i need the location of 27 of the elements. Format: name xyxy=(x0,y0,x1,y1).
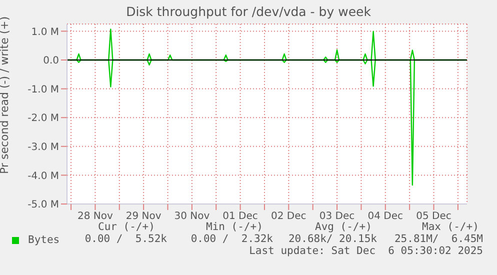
x-tick-label: 28 Nov xyxy=(78,211,114,222)
x-tick-label: 02 Dec xyxy=(271,211,306,222)
text: 25.81M/ 6.45M xyxy=(394,233,483,245)
text: 20.68k/ 20.15k xyxy=(288,233,377,245)
text: 0.00 / 5.52k xyxy=(84,233,167,245)
text: Avg (-/+) xyxy=(315,221,372,233)
y-tick-label: -2.0 M xyxy=(28,113,59,124)
text: Min (-/+) xyxy=(206,221,263,233)
text: 0.00 / 2.32k xyxy=(190,233,273,245)
y-tick-label: -1.0 M xyxy=(28,84,59,96)
y-tick-label: 1.0 M xyxy=(31,26,59,38)
text: Max (-/+) xyxy=(422,221,479,233)
y-tick-label: 0.0 xyxy=(43,56,59,67)
text: Cur (-/+) xyxy=(98,221,155,233)
y-axis-title: Pr second read (-) / write (+) xyxy=(0,16,11,174)
chart-title: Disk throughput for /dev/vda - by week xyxy=(126,4,371,19)
y-tick-label: -4.0 M xyxy=(28,170,59,182)
text: Last update: Sat Dec 6 05:30:02 2025 xyxy=(249,245,483,257)
y-tick-label: -5.0 M xyxy=(28,200,59,211)
x-tick-label: 30 Nov xyxy=(174,211,210,222)
x-tick-label: 05 Dec xyxy=(416,211,452,222)
legend-label: Bytes xyxy=(28,234,60,246)
y-tick-label: -3.0 M xyxy=(28,142,59,153)
x-tick-label: 03 Dec xyxy=(319,211,355,222)
x-tick-label: 04 Dec xyxy=(368,211,404,222)
x-tick-label: 29 Nov xyxy=(126,211,162,222)
x-tick-label: 01 Dec xyxy=(222,211,258,222)
